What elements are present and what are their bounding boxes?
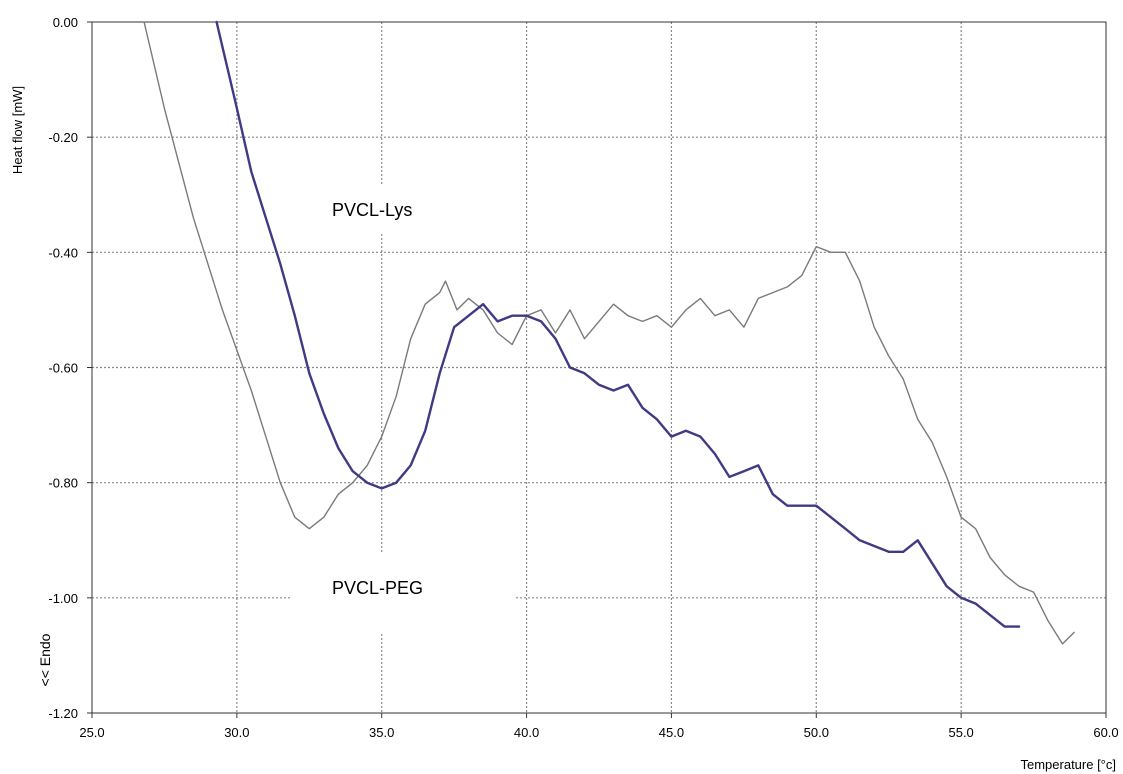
grid xyxy=(92,22,1106,713)
x-tick-label: 25.0 xyxy=(79,725,104,740)
x-tick-label: 50.0 xyxy=(804,725,829,740)
tick-labels: 25.0 30.0 35.0 40.0 45.0 50.0 55.0 60.0 0.00 -0.2… xyxy=(48,15,1118,740)
x-tick-label: 40.0 xyxy=(514,725,539,740)
annotation-lys-bg xyxy=(300,184,480,234)
x-tick-label: 35.0 xyxy=(369,725,394,740)
annotation-peg-bg xyxy=(290,552,515,632)
series-line-1 xyxy=(143,21,1075,645)
axes-frame xyxy=(87,21,1107,718)
x-tick-label: 55.0 xyxy=(948,725,973,740)
y-tick-label: -0.80 xyxy=(48,476,78,491)
x-tick-label: 45.0 xyxy=(659,725,684,740)
annotation-pvcl-peg: PVCL-PEG xyxy=(332,578,423,598)
series xyxy=(143,20,1075,645)
y-tick-label: -0.40 xyxy=(48,245,78,260)
y-tick-label: 0.00 xyxy=(53,15,78,30)
plot-border xyxy=(91,21,1107,714)
x-tick-label: 30.0 xyxy=(224,725,249,740)
x-axis-label: Temperature [°c] xyxy=(1020,757,1116,772)
x-tick-label: 60.0 xyxy=(1093,725,1118,740)
y-tick-label: -0.60 xyxy=(48,361,78,376)
y-tick-label: -1.20 xyxy=(48,706,78,721)
y-tick-label: -0.20 xyxy=(48,130,78,145)
y-axis-endo-label: << Endo xyxy=(37,633,53,686)
annotation-pvcl-lys: PVCL-Lys xyxy=(332,200,412,220)
y-tick-label: -1.00 xyxy=(48,591,78,606)
series-line-2 xyxy=(215,20,1021,628)
y-axis-label: Heat flow [mW] xyxy=(10,86,25,174)
